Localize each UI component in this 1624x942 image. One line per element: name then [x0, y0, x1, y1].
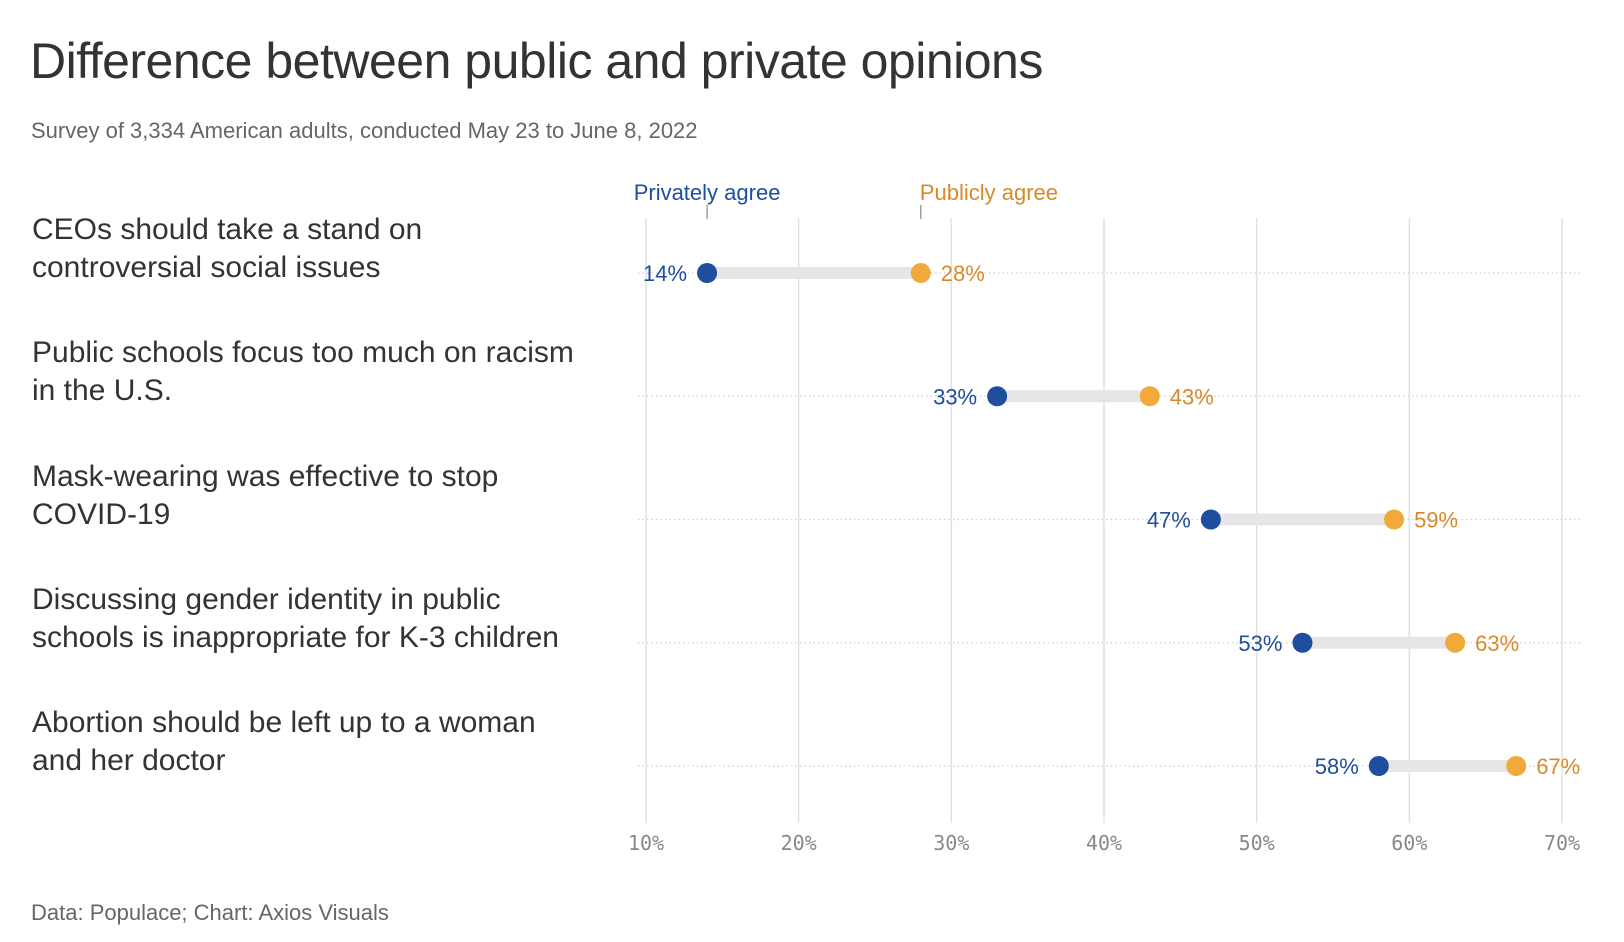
- row-label-line: in the U.S.: [32, 374, 173, 408]
- x-tick-label: 70%: [1544, 831, 1580, 855]
- x-tick-label: 30%: [933, 831, 969, 855]
- private-dot: [1292, 632, 1313, 653]
- public-dot: [1139, 386, 1160, 407]
- private-dot: [697, 263, 718, 283]
- source-note: Data: Populace; Chart: Axios Visuals: [31, 900, 389, 925]
- x-tick-label: 40%: [1086, 831, 1122, 855]
- public-dot: [1384, 509, 1405, 530]
- chart-title: Difference between public and private op…: [30, 33, 1043, 89]
- row-label: Public schools focus too much on racism i…: [32, 334, 632, 410]
- row-label-line: Public schools focus too much on racism: [32, 336, 574, 370]
- row-label-line: Mask-wearing was effective to stop: [32, 459, 499, 493]
- row-label-line: CEOs should take a stand on: [32, 213, 423, 246]
- private-value-label: 58%: [1315, 754, 1359, 779]
- row-label: Mask-wearing was effective to stop COVID-…: [32, 458, 632, 534]
- private-value-label: 47%: [1147, 508, 1191, 533]
- private-value-label: 53%: [1238, 631, 1282, 656]
- row-label: Abortion should be left up to a woman and…: [32, 704, 632, 780]
- row-label: CEOs should take a stand on controversial…: [32, 211, 632, 287]
- private-value-label: 33%: [933, 384, 977, 409]
- row-label-line: schools is inappropriate for K-3 childre…: [32, 620, 559, 654]
- x-tick-label: 20%: [781, 831, 817, 855]
- public-value-label: 59%: [1414, 508, 1458, 533]
- private-value-label: 14%: [643, 261, 687, 286]
- public-value-label: 67%: [1536, 754, 1580, 779]
- public-value-label: 63%: [1475, 631, 1519, 656]
- private-dot: [987, 386, 1008, 407]
- row-label: Discussing gender identity in public scho…: [32, 581, 632, 657]
- legend-public-label: Publicly agree: [920, 180, 1058, 205]
- x-tick-label: 60%: [1391, 831, 1427, 855]
- row-label-line: controversial social issues: [32, 251, 381, 284]
- chart-subtitle: Survey of 3,334 American adults, conduct…: [31, 118, 698, 143]
- public-value-label: 28%: [941, 261, 985, 286]
- x-tick-label: 50%: [1239, 831, 1275, 855]
- public-value-label: 43%: [1170, 384, 1214, 409]
- private-dot: [1368, 756, 1389, 776]
- row-label-line: and her doctor: [32, 744, 226, 777]
- private-dot: [1200, 509, 1221, 530]
- public-dot: [1506, 756, 1527, 776]
- row-label-line: Discussing gender identity in public: [32, 582, 501, 616]
- public-dot: [1445, 632, 1466, 653]
- x-tick-label: 10%: [628, 831, 664, 855]
- legend-private-label: Privately agree: [634, 180, 781, 205]
- row-label-line: Abortion should be left up to a woman: [32, 706, 536, 739]
- public-dot: [910, 263, 931, 283]
- row-label-line: COVID-19: [32, 497, 171, 531]
